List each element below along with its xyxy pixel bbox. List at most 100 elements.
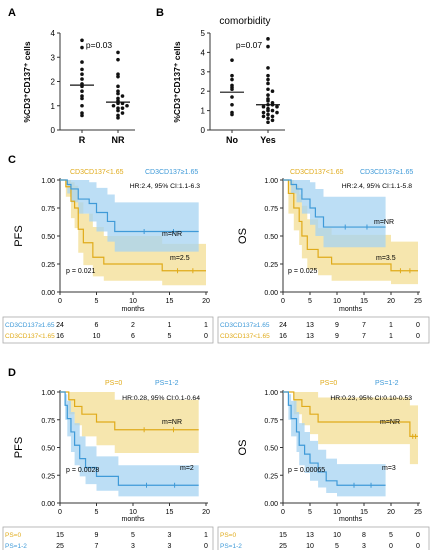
data-point xyxy=(266,99,270,103)
risk-value: 7 xyxy=(362,322,366,329)
x-tick-label: 20 xyxy=(202,509,210,516)
legend-entry: CD3CD137≥1.65 xyxy=(145,169,198,176)
risk-row-label: CD3CD137<1.65 xyxy=(5,333,55,340)
x-tick-label: 15 xyxy=(360,509,368,516)
km-plot-c1: 0.000.250.500.751.000 5 10 15 20monthsPFSCD3… xyxy=(2,169,214,344)
data-point xyxy=(116,57,120,62)
risk-value: 3 xyxy=(362,543,366,550)
risk-value: 25 xyxy=(56,543,64,550)
y-tick-label: 1.00 xyxy=(41,178,55,185)
survival-curve xyxy=(60,391,199,486)
median-label: m=3 xyxy=(382,465,396,472)
panel-label-d: D xyxy=(8,367,16,379)
risk-value: 3 xyxy=(131,543,135,550)
x-axis-label: months xyxy=(339,516,362,523)
x-tick-label: 20 xyxy=(387,298,395,305)
risk-value: 24 xyxy=(56,322,64,329)
risk-value: 6 xyxy=(95,322,99,329)
risk-row-label: PS=0 xyxy=(5,532,21,539)
risk-table-border xyxy=(217,316,430,344)
data-point xyxy=(266,44,270,49)
data-point xyxy=(266,37,270,41)
survival-curve xyxy=(283,179,386,228)
risk-value: 0 xyxy=(416,322,420,329)
confidence-band xyxy=(283,392,386,497)
data-point xyxy=(275,110,279,115)
risk-row-label: CD3CD137≥1.65 xyxy=(5,322,55,329)
data-point xyxy=(116,116,120,120)
risk-value: 1 xyxy=(204,322,208,329)
data-point xyxy=(270,108,275,113)
x-tick-label: 15 xyxy=(360,298,368,305)
risk-row-label: PS=1-2 xyxy=(5,543,27,550)
panel-label-a: A xyxy=(8,7,16,19)
x-tick-label: 0 xyxy=(58,509,62,516)
data-point xyxy=(261,114,266,119)
data-point xyxy=(116,50,120,55)
p-value-annotation: p = 0.0028 xyxy=(66,467,99,474)
data-point xyxy=(261,110,266,115)
survival-curve xyxy=(283,391,386,486)
y-tick-label: 1 xyxy=(51,102,56,111)
data-point xyxy=(116,91,120,96)
y-tick-label: 0.00 xyxy=(41,501,55,508)
y-tick-label: 1.00 xyxy=(264,178,278,185)
survival-curve xyxy=(283,179,418,272)
data-point xyxy=(120,94,125,98)
risk-table: CD3CD137≥1.65 24 6 2 1 1 CD3CD137<1.65 16 10 6 5 0 xyxy=(2,316,214,344)
data-point xyxy=(230,58,234,62)
risk-value: 15 xyxy=(279,532,287,539)
median-label: m=NR xyxy=(380,419,400,426)
y-tick-label: 0.25 xyxy=(264,473,278,480)
data-point xyxy=(80,113,84,118)
hazard-ratio-annotation: HR:0.28, 95% CI:0.1-0.64 xyxy=(122,395,200,402)
x-tick-label: 5 xyxy=(308,298,312,305)
risk-value: 9 xyxy=(335,322,339,329)
data-point xyxy=(230,77,234,82)
risk-value: 0 xyxy=(416,333,420,340)
y-tick-label: 4 xyxy=(201,48,206,57)
risk-value: 6 xyxy=(131,333,135,340)
risk-value: 16 xyxy=(279,333,287,340)
x-axis-label: months xyxy=(122,306,145,313)
data-point xyxy=(120,111,125,115)
y-tick-label: 3 xyxy=(51,53,56,62)
y-tick-label: 0.75 xyxy=(41,418,55,425)
risk-table-border xyxy=(2,526,214,550)
risk-value: 25 xyxy=(279,543,287,550)
risk-value: 10 xyxy=(306,543,314,550)
risk-value: 0 xyxy=(389,543,393,550)
data-point xyxy=(270,114,275,119)
x-tick-label: 0 xyxy=(58,298,62,305)
hazard-ratio-annotation: HR:2.4, 95% CI:1.1-6.3 xyxy=(130,183,200,190)
data-point xyxy=(80,89,84,93)
confidence-band xyxy=(60,392,199,454)
confidence-band xyxy=(60,392,199,497)
risk-table: CD3CD137≥1.65 24 13 9 7 1 0 CD3CD137<1.65 16 13 9 7… xyxy=(217,316,430,344)
hazard-ratio-annotation: HR:2.4, 95% CI:1.1-5.8 xyxy=(342,183,412,190)
y-tick-label: 0 xyxy=(201,126,206,135)
data-point xyxy=(266,93,270,97)
y-axis-label: PFS xyxy=(13,225,25,246)
chart-title: comorbidity xyxy=(219,16,270,27)
data-point xyxy=(266,112,270,117)
risk-value: 5 xyxy=(389,532,393,539)
data-point xyxy=(116,74,120,79)
risk-value: 9 xyxy=(95,532,99,539)
y-axis-label: %CD3⁺CD137⁺ cells xyxy=(22,41,32,123)
risk-value: 10 xyxy=(333,532,341,539)
data-point xyxy=(266,108,270,113)
y-tick-label: 0 xyxy=(51,126,56,135)
survival-curve xyxy=(60,391,199,431)
y-tick-label: 2 xyxy=(51,78,56,87)
data-point xyxy=(266,120,270,125)
p-value-annotation: p=0.03 xyxy=(86,40,113,50)
y-tick-label: 0.25 xyxy=(264,262,278,269)
risk-value: 3 xyxy=(168,543,172,550)
y-tick-label: 1.00 xyxy=(41,390,55,397)
data-point xyxy=(80,67,84,72)
risk-value: 0 xyxy=(204,333,208,340)
y-tick-label: 0.50 xyxy=(264,446,278,453)
data-point xyxy=(230,102,234,107)
data-point xyxy=(266,73,270,78)
